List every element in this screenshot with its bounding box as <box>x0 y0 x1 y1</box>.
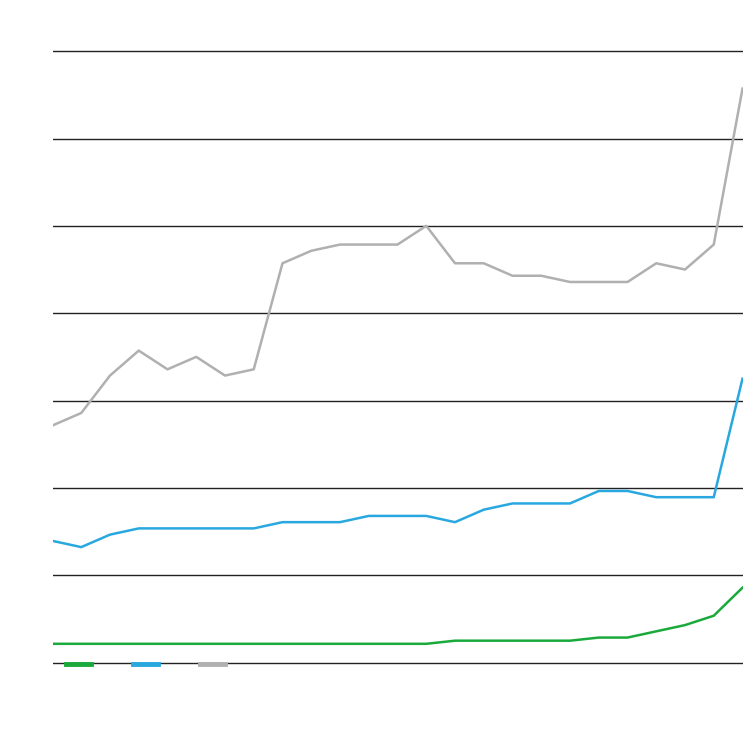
Legend: , , : , , <box>66 658 225 671</box>
